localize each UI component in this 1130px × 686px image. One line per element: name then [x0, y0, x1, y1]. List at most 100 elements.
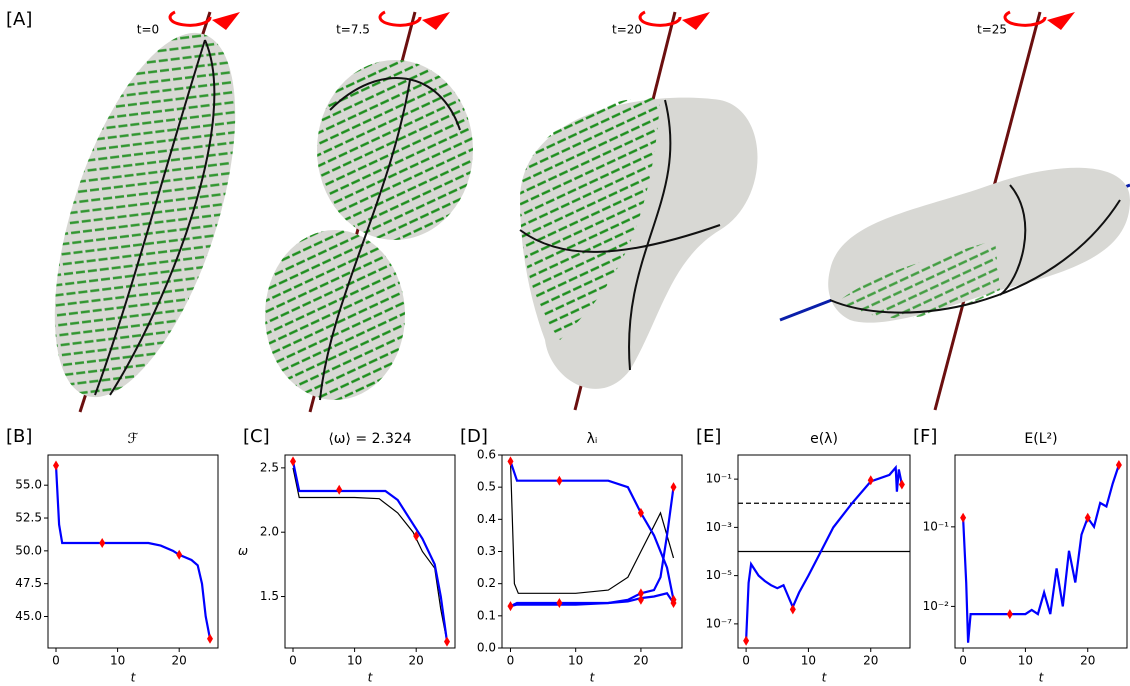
y-tick-label: 10⁻³ — [706, 520, 733, 534]
y-tick-label: 50.0 — [15, 543, 42, 557]
y-tick-label: 10⁻⁵ — [706, 568, 733, 582]
panel-label: [E] — [696, 426, 721, 447]
data-line — [510, 487, 675, 608]
data-marker — [670, 597, 677, 608]
data-marker — [99, 537, 106, 548]
chart-title: ⟨ω⟩ = 2.324 — [328, 431, 411, 447]
data-marker — [789, 604, 796, 615]
x-tick-label: 10 — [801, 654, 816, 668]
panel-label: [D] — [460, 426, 488, 447]
x-axis-label: t — [822, 671, 828, 685]
data-marker — [1006, 609, 1013, 620]
data-marker — [670, 482, 677, 493]
data-marker — [637, 594, 644, 605]
data-line — [291, 461, 449, 642]
plot-frame — [954, 454, 1128, 649]
x-tick-label: 0 — [742, 654, 750, 668]
data-marker — [336, 484, 343, 495]
data-marker — [743, 635, 750, 646]
chart-title: E(L²) — [1024, 431, 1057, 447]
data-marker — [867, 475, 874, 486]
shape-t25 — [779, 10, 1130, 411]
x-tick-label: 10 — [568, 654, 583, 668]
plot-frame — [284, 454, 456, 649]
shape-t0 — [54, 10, 240, 413]
data-line — [54, 465, 212, 640]
data-marker — [637, 588, 644, 599]
data-marker — [898, 479, 905, 490]
y-tick-label: 0.1 — [477, 608, 496, 622]
x-tick-label: 0 — [289, 654, 297, 668]
data-marker — [556, 597, 563, 608]
x-axis-label: t — [131, 671, 137, 685]
data-marker — [960, 512, 967, 523]
data-line — [962, 464, 1120, 643]
data-marker — [413, 531, 420, 542]
data-marker — [556, 475, 563, 486]
data-marker — [1115, 459, 1122, 470]
data-marker — [507, 456, 514, 467]
panel-label: [C] — [243, 426, 270, 447]
x-tick-label: 10 — [1018, 654, 1033, 668]
panel-label: [F] — [913, 426, 937, 447]
y-tick-label: 0.5 — [477, 480, 496, 494]
x-tick-label: 20 — [172, 654, 187, 668]
y-tick-label: 0.0 — [477, 641, 496, 655]
chart-title: e(λ) — [810, 431, 838, 447]
y-tick-label: 45.0 — [15, 609, 42, 623]
data-marker — [507, 601, 514, 612]
plot-frame — [47, 454, 219, 649]
time-label: t=25 — [977, 23, 1007, 37]
y-tick-label: 0.2 — [477, 576, 496, 590]
y-tick-label: 0.4 — [477, 512, 496, 526]
data-marker — [443, 636, 450, 647]
y-tick-label: 10⁻¹ — [923, 519, 950, 533]
chart-title: ℱ — [127, 431, 138, 447]
x-tick-label: 20 — [1080, 654, 1095, 668]
y-tick-label: 2.5 — [260, 460, 279, 474]
data-marker — [637, 507, 644, 518]
x-tick-label: 20 — [633, 654, 648, 668]
data-marker — [176, 549, 183, 560]
y-tick-label: 47.5 — [15, 576, 42, 590]
data-line — [745, 464, 903, 641]
x-tick-label: 20 — [409, 654, 424, 668]
y-axis-label: ω — [238, 544, 248, 558]
y-tick-label: 10⁻⁷ — [706, 616, 733, 630]
y-tick-label: 10⁻¹ — [706, 472, 733, 486]
y-tick-label: 1.5 — [260, 589, 279, 603]
y-tick-label: 55.0 — [15, 478, 42, 492]
time-label: t=7.5 — [336, 23, 370, 37]
y-tick-label: 52.5 — [15, 511, 42, 525]
data-marker — [206, 633, 213, 644]
data-line — [509, 461, 675, 601]
x-axis-label: t — [1039, 671, 1045, 685]
shape-t20 — [519, 10, 758, 411]
time-label: t=20 — [612, 23, 642, 37]
x-tick-label: 10 — [110, 654, 125, 668]
data-line — [509, 461, 675, 594]
panel-label: [A] — [6, 9, 32, 30]
chart-title: λᵢ — [587, 431, 598, 447]
y-tick-label: 0.6 — [477, 448, 496, 462]
data-line — [292, 467, 448, 642]
y-tick-label: 10⁻² — [923, 599, 950, 613]
x-tick-label: 0 — [52, 654, 60, 668]
x-axis-label: t — [368, 671, 374, 685]
x-tick-label: 0 — [507, 654, 515, 668]
shape-t7-5 — [265, 10, 473, 413]
panel-label: [B] — [6, 426, 32, 447]
data-marker — [290, 456, 297, 467]
x-axis-label: t — [590, 671, 596, 685]
data-line — [510, 592, 675, 608]
data-marker — [1084, 512, 1091, 523]
x-tick-label: 0 — [959, 654, 967, 668]
time-label: t=0 — [137, 23, 159, 37]
x-tick-label: 20 — [863, 654, 878, 668]
y-tick-label: 2.0 — [260, 525, 279, 539]
plot-frame — [501, 454, 683, 649]
data-marker — [53, 460, 60, 471]
x-tick-label: 10 — [347, 654, 362, 668]
y-tick-label: 0.3 — [477, 544, 496, 558]
